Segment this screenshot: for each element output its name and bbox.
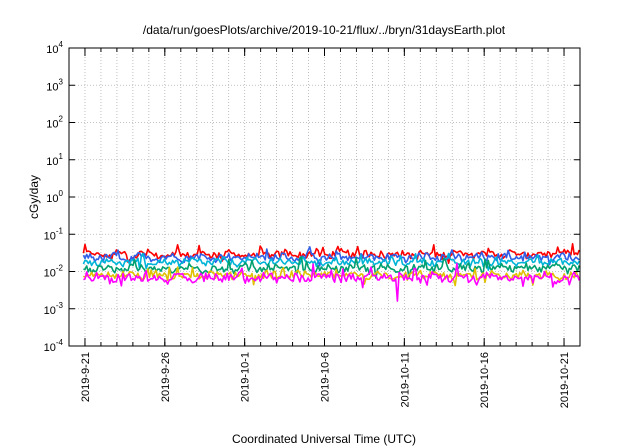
series-line (82, 243, 580, 265)
x-tick-label: 2019-10-1 (240, 352, 252, 402)
series-line (83, 255, 580, 279)
y-tick-base: 10 (44, 268, 56, 280)
y-tick-base: 10 (44, 342, 56, 354)
axes: 10410310210110010-110-210-310-42019-9-21… (44, 40, 581, 408)
x-tick-label: 2019-10-6 (320, 352, 332, 402)
y-tick-label: 104 (46, 40, 63, 56)
y-tick-base: 10 (46, 81, 58, 93)
plot-frame (68, 47, 581, 347)
y-tick-label: 10-1 (44, 226, 64, 242)
y-tick-label: 103 (46, 77, 63, 93)
y-tick-base: 10 (44, 230, 56, 242)
y-tick-exponent: 3 (59, 77, 64, 86)
x-tick-label: 2019-9-26 (160, 352, 172, 402)
y-tick-exponent: -1 (56, 226, 64, 235)
y-tick-label: 10-4 (44, 338, 64, 354)
y-tick-exponent: -3 (56, 301, 64, 310)
y-tick-exponent: 2 (59, 115, 64, 124)
y-tick-exponent: -4 (56, 338, 64, 347)
y-tick-exponent: 4 (59, 40, 64, 49)
x-tick-label: 2019-10-16 (479, 352, 491, 408)
y-tick-base: 10 (46, 44, 58, 56)
y-tick-label: 101 (46, 152, 63, 168)
y-tick-label: 10-2 (44, 264, 64, 280)
y-tick-exponent: -2 (56, 264, 64, 273)
x-tick-label: 2019-10-11 (399, 352, 411, 407)
x-axis-label: Coordinated Universal Time (UTC) (232, 432, 416, 446)
series-line (83, 262, 580, 302)
grid (68, 48, 581, 346)
y-tick-exponent: 1 (59, 152, 64, 161)
chart-title: /data/run/goesPlots/archive/2019-10-21/f… (143, 23, 506, 37)
y-tick-base: 10 (46, 119, 58, 131)
series-line (82, 252, 580, 271)
series-group (82, 243, 580, 302)
x-tick-label: 2019-9-21 (80, 352, 92, 402)
y-tick-base: 10 (44, 305, 56, 317)
y-tick-base: 10 (46, 156, 58, 168)
y-axis-label: cGy/day (27, 175, 41, 219)
y-tick-label: 10-3 (44, 301, 64, 317)
y-tick-label: 100 (46, 189, 63, 205)
y-tick-exponent: 0 (59, 189, 64, 198)
y-tick-label: 102 (46, 115, 63, 131)
x-tick-label: 2019-10-21 (559, 352, 571, 408)
y-tick-base: 10 (46, 193, 58, 205)
